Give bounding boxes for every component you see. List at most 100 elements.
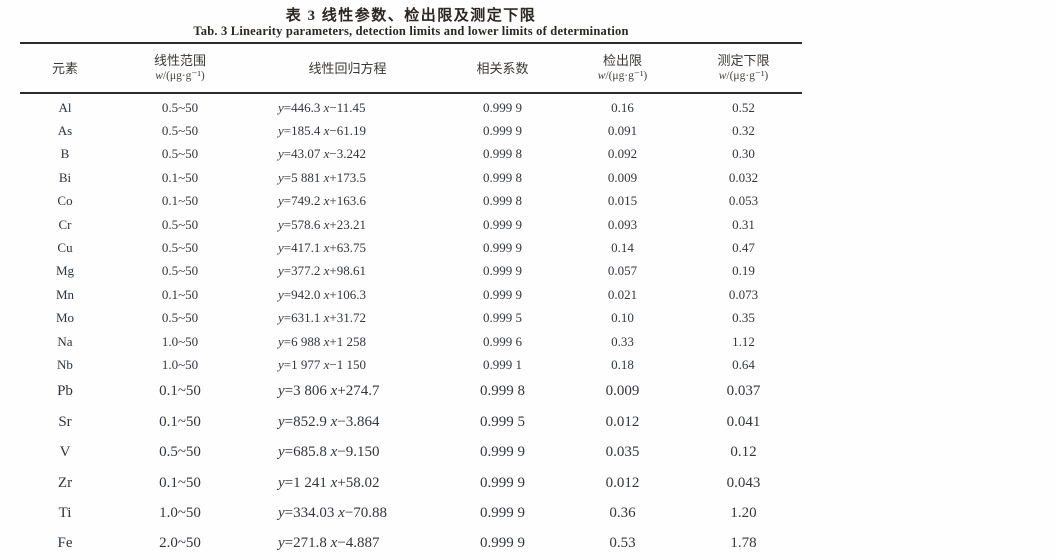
cell-dl: 0.012: [605, 474, 640, 491]
cell-element: Zr: [57, 474, 73, 491]
cell-r: 0.999 6: [483, 333, 522, 349]
table-row: Cr 0.5~50 y=578.6 x+23.21 0.999 9 0.093 0.31: [20, 213, 802, 236]
cell-lld: 1.12: [732, 333, 755, 349]
cell-r: 0.999 5: [483, 310, 522, 326]
cell-element: As: [57, 123, 73, 139]
table-rule-header-bottom: [20, 92, 802, 94]
cell-equation: y=185.4 x−61.19: [278, 123, 366, 139]
cell-equation: y=1 241 x+58.02: [278, 474, 380, 491]
cell-range: 1.0~50: [161, 356, 199, 372]
cell-dl: 0.14: [611, 240, 634, 256]
cell-range: 0.1~50: [161, 169, 199, 185]
cell-dl: 0.009: [605, 383, 640, 400]
cell-equation: y=377.2 x+98.61: [278, 263, 366, 279]
table-rule-top: [20, 42, 802, 44]
cell-range: 0.5~50: [161, 263, 199, 279]
cell-lld: 0.35: [732, 310, 755, 326]
cell-equation: y=852.9 x−3.864: [278, 413, 380, 430]
cell-element: Cr: [58, 216, 72, 232]
col-header-element-label: 元素: [51, 60, 78, 76]
cell-element: Al: [58, 99, 72, 115]
cell-r: 0.999 9: [483, 240, 522, 256]
cell-range: 2.0~50: [159, 535, 201, 552]
cell-dl: 0.10: [611, 310, 634, 326]
cell-lld: 0.032: [728, 169, 759, 185]
cell-dl: 0.021: [607, 286, 638, 302]
cell-r: 0.999 8: [483, 169, 522, 185]
cell-lld: 1.78: [730, 535, 757, 552]
cell-range: 0.1~50: [161, 286, 199, 302]
cell-dl: 0.012: [605, 413, 640, 430]
cell-element: Bi: [58, 169, 72, 185]
cell-lld: 0.47: [732, 240, 755, 256]
cell-lld: 0.31: [732, 216, 755, 232]
cell-r: 0.999 9: [480, 504, 525, 521]
table-row: Ti 1.0~50 y=334.03 x−70.88 0.999 9 0.36 1.20: [20, 498, 802, 528]
table-title-en: Tab. 3 Linearity parameters, detection l…: [193, 24, 629, 38]
cell-lld: 0.19: [732, 263, 755, 279]
cell-lld: 0.037: [726, 383, 761, 400]
table-row: Cu 0.5~50 y=417.1 x+63.75 0.999 9 0.14 0.47: [20, 236, 802, 259]
cell-element: Pb: [57, 383, 73, 400]
cell-r: 0.999 9: [480, 474, 525, 491]
cell-r: 0.999 8: [480, 383, 525, 400]
col-header-regression-equation-label: 线性回归方程: [308, 60, 387, 76]
cell-element: Mn: [55, 286, 75, 302]
cell-range: 0.5~50: [161, 146, 199, 162]
cell-lld: 0.52: [732, 99, 755, 115]
col-header-linear-range-label: 线性范围: [153, 53, 206, 68]
table-row: Bi 0.1~50 y=5 881 x+173.5 0.999 8 0.009 0.032: [20, 166, 802, 189]
table-title-cn: 表 3 线性参数、检出限及测定下限: [285, 8, 537, 24]
cell-equation: y=446.3 x−11.45: [278, 99, 366, 115]
cell-equation: y=685.8 x−9.150: [278, 444, 380, 461]
col-header-lower-limit: 测定下限 w/(μg·g⁻¹): [685, 52, 802, 84]
cell-element: Sr: [58, 413, 72, 430]
table-row: Mn 0.1~50 y=942.0 x+106.3 0.999 9 0.021 0.073: [20, 283, 802, 306]
cell-range: 0.1~50: [159, 413, 201, 430]
cell-r: 0.999 9: [483, 216, 522, 232]
cell-equation: y=5 881 x+173.5: [278, 169, 366, 185]
cell-dl: 0.009: [607, 169, 638, 185]
col-header-detection-limit-sub: w/(μg·g⁻¹): [597, 70, 648, 82]
cell-r: 0.999 9: [483, 99, 522, 115]
cell-dl: 0.091: [607, 123, 638, 139]
cell-element: Mo: [55, 310, 75, 326]
cell-element: V: [59, 444, 71, 461]
cell-r: 0.999 5: [480, 413, 525, 430]
cell-equation: y=942.0 x+106.3: [278, 286, 366, 302]
col-header-lower-limit-label: 测定下限: [717, 53, 770, 68]
col-header-linear-range: 线性范围 w/(μg·g⁻¹): [110, 52, 250, 84]
cell-element: Co: [57, 193, 73, 209]
cell-range: 0.5~50: [161, 216, 199, 232]
cell-r: 0.999 9: [480, 535, 525, 552]
cell-r: 0.999 9: [483, 123, 522, 139]
cell-r: 0.999 9: [483, 263, 522, 279]
cell-lld: 0.043: [726, 474, 761, 491]
cell-equation: y=578.6 x+23.21: [278, 216, 366, 232]
cell-equation: y=6 988 x+1 258: [278, 333, 366, 349]
cell-lld: 0.12: [730, 444, 757, 461]
cell-dl: 0.035: [605, 444, 640, 461]
cell-range: 0.5~50: [161, 123, 199, 139]
table-row: V 0.5~50 y=685.8 x−9.150 0.999 9 0.035 0.12: [20, 437, 802, 467]
cell-element: Fe: [57, 535, 73, 552]
cell-element: B: [60, 146, 70, 162]
table-row: Fe 2.0~50 y=271.8 x−4.887 0.999 9 0.53 1.78: [20, 529, 802, 559]
cell-element: Na: [57, 333, 73, 349]
cell-lld: 0.64: [732, 356, 755, 372]
cell-dl: 0.093: [607, 216, 638, 232]
col-header-element: 元素: [20, 60, 110, 77]
cell-equation: y=1 977 x−1 150: [278, 356, 366, 372]
col-header-correlation-coefficient: 相关系数: [445, 60, 560, 77]
cell-range: 0.1~50: [159, 383, 201, 400]
table-header-row: 元素 线性范围 w/(μg·g⁻¹) 线性回归方程 相关系数 检出限 w/(μg…: [20, 44, 802, 92]
table-row: Al 0.5~50 y=446.3 x−11.45 0.999 9 0.16 0.52: [20, 96, 802, 119]
table-row: B 0.5~50 y=43.07 x−3.242 0.999 8 0.092 0.30: [20, 143, 802, 166]
table-row: Pb 0.1~50 y=3 806 x+274.7 0.999 8 0.009 0.037: [20, 377, 802, 407]
cell-equation: y=3 806 x+274.7: [278, 383, 380, 400]
cell-dl: 0.092: [607, 146, 638, 162]
col-header-detection-limit-label: 检出限: [602, 53, 642, 68]
cell-equation: y=271.8 x−4.887: [278, 535, 380, 552]
cell-r: 0.999 9: [483, 286, 522, 302]
